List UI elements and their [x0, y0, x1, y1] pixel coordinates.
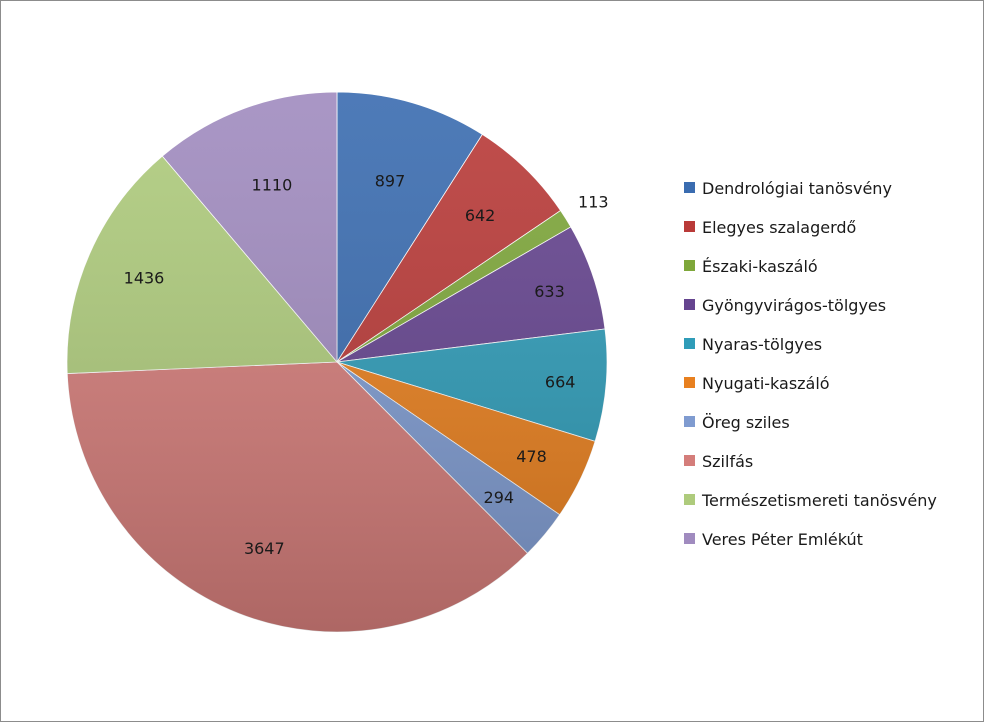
- legend-swatch: [684, 494, 695, 505]
- legend-entry: Öreg sziles: [702, 413, 790, 432]
- data-label: 633: [534, 282, 565, 301]
- data-label: 3647: [244, 539, 285, 558]
- legend: Dendrológiai tanösvény Elegyes szalagerdő…: [684, 179, 937, 549]
- data-label: 1436: [124, 269, 165, 288]
- legend-swatch: [684, 455, 695, 466]
- legend-entry: Természetismereti tanösvény: [701, 491, 937, 510]
- data-label: 664: [545, 373, 576, 392]
- legend-swatch: [684, 377, 695, 388]
- legend-entry: Elegyes szalagerdő: [702, 218, 856, 237]
- data-label: 1110: [252, 176, 293, 195]
- data-label: 294: [484, 488, 515, 507]
- legend-entry: Nyugati-kaszáló: [702, 374, 830, 393]
- legend-swatch: [684, 416, 695, 427]
- data-label: 642: [465, 206, 496, 225]
- legend-entry: Gyöngyvirágos-tölgyes: [702, 296, 886, 315]
- legend-swatch: [684, 182, 695, 193]
- data-label: 113: [578, 193, 609, 212]
- legend-swatch: [684, 338, 695, 349]
- data-labels: 897 642 113 633 664 478 294 3647 1436 1110: [124, 172, 609, 558]
- legend-swatch: [684, 299, 695, 310]
- legend-swatch: [684, 260, 695, 271]
- legend-entry: Dendrológiai tanösvény: [702, 179, 892, 198]
- data-label: 478: [516, 447, 547, 466]
- legend-entry: Szilfás: [702, 452, 753, 471]
- legend-swatch: [684, 221, 695, 232]
- legend-swatch: [684, 533, 695, 544]
- legend-entry: Nyaras-tölgyes: [702, 335, 822, 354]
- pie-slices: [66, 91, 608, 633]
- legend-entry: Északi-kaszáló: [702, 257, 818, 276]
- data-label: 897: [375, 172, 406, 191]
- legend-entry: Veres Péter Emlékút: [702, 530, 863, 549]
